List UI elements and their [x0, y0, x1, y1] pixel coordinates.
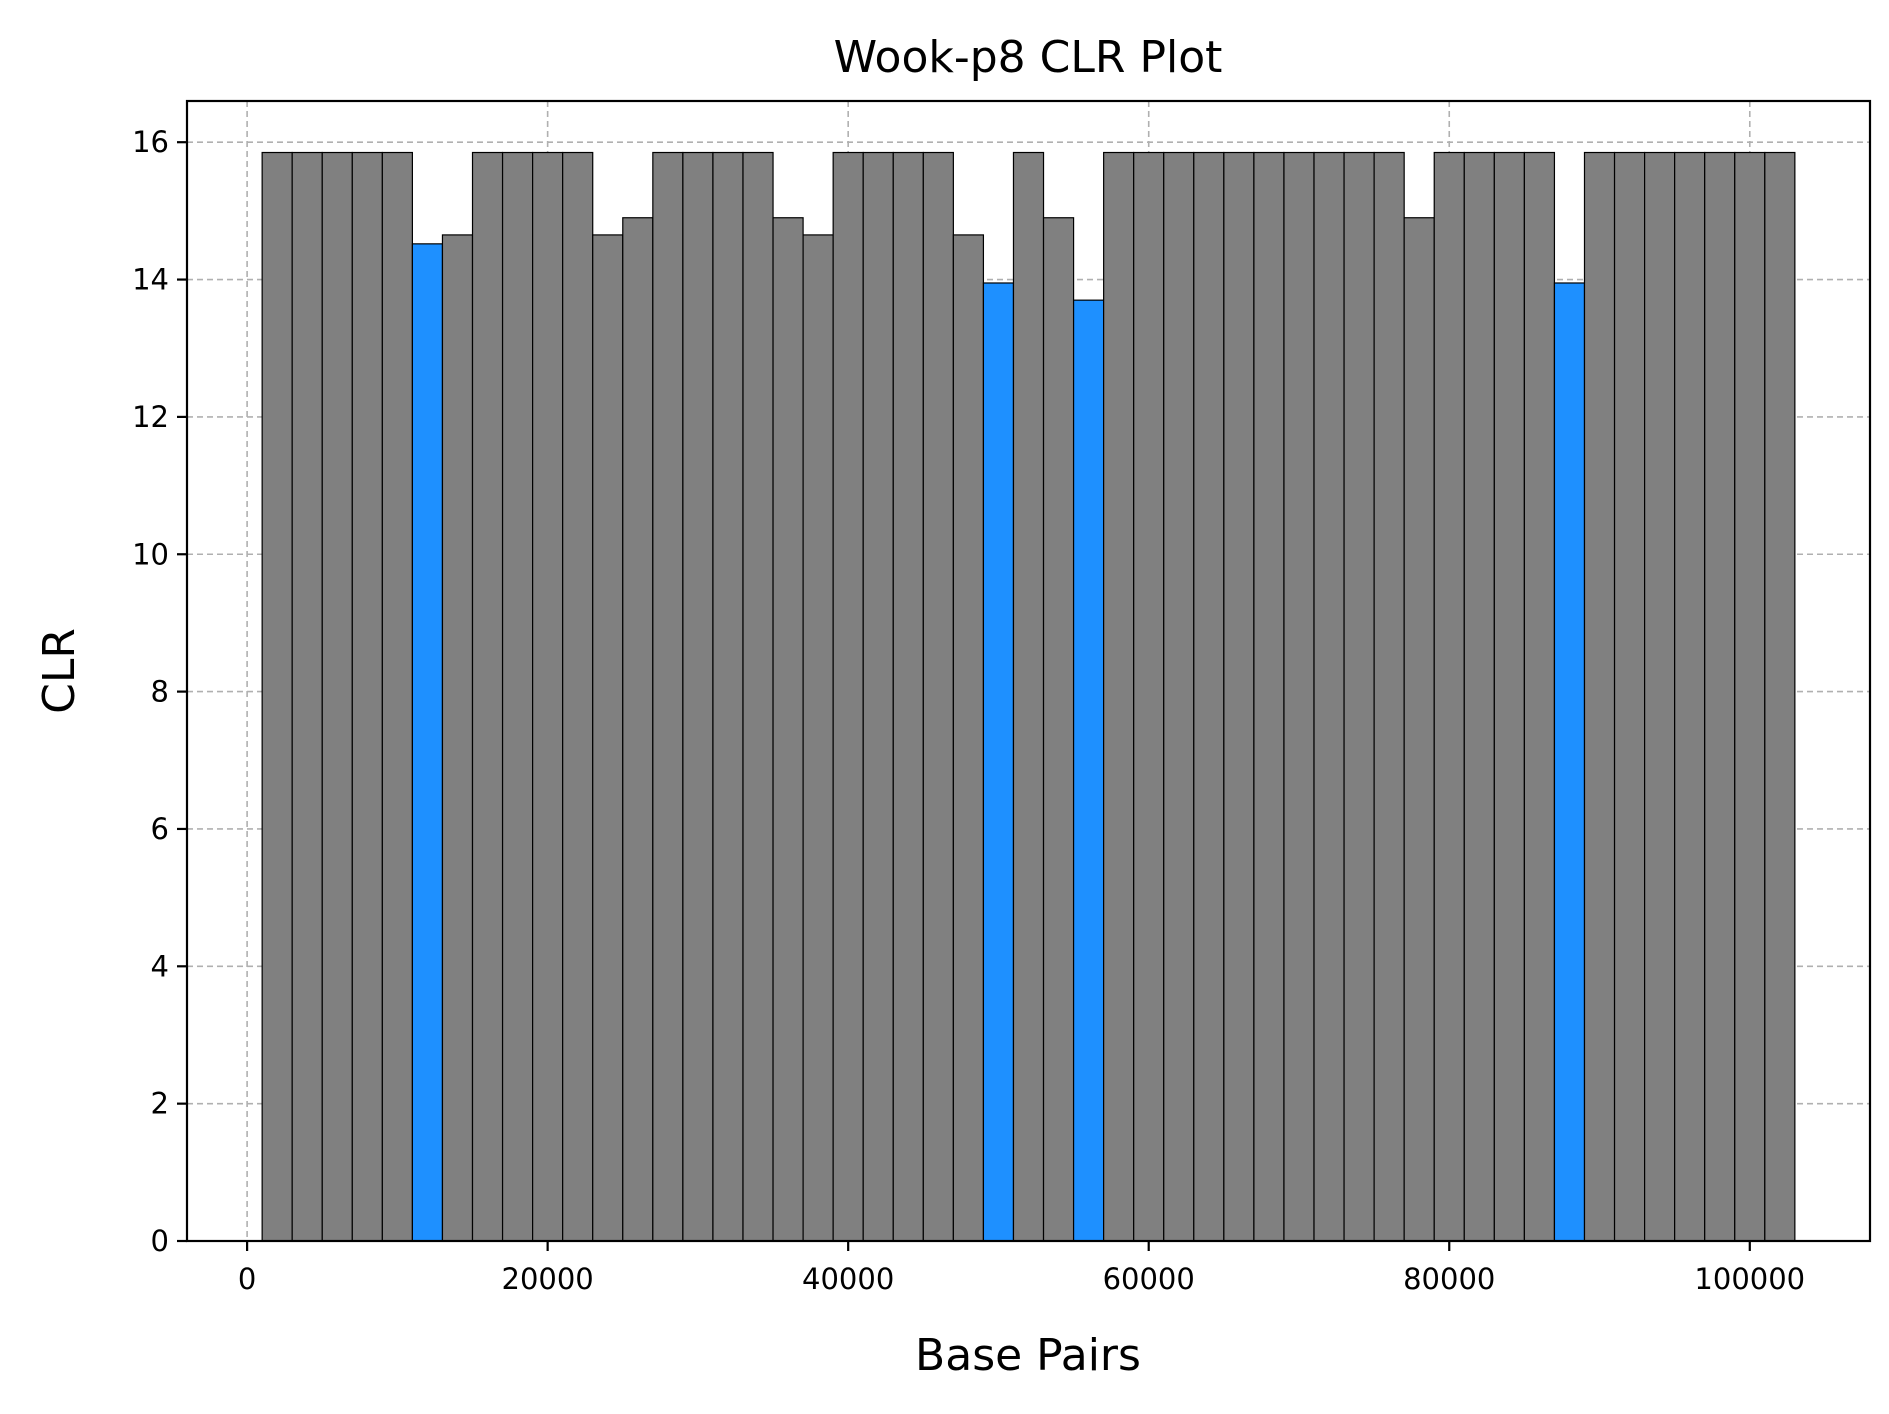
- bar-10: [562, 151, 594, 1242]
- y-tick-label-0: 0: [151, 1224, 169, 1258]
- bar-layer: [261, 151, 1796, 1242]
- tick-layer: 0 20000 40000 60000 80000 100000 0 2 4 6 8 10 12 14 16: [132, 125, 1805, 1296]
- bar-50: [1764, 151, 1796, 1242]
- bar-46: [1643, 151, 1676, 1242]
- bar-16: [742, 151, 774, 1242]
- bar-31: [1193, 151, 1225, 1242]
- y-tick-label-7: 14: [132, 263, 169, 297]
- x-tick-label-2: 40000: [802, 1262, 894, 1296]
- x-tick-label-5: 100000: [1694, 1262, 1805, 1296]
- bar-38: [1403, 217, 1435, 1242]
- y-tick-label-1: 2: [151, 1087, 169, 1121]
- axes-frame: [185, 99, 1872, 1243]
- bar-30: [1163, 151, 1195, 1242]
- bar-39: [1433, 151, 1465, 1242]
- bar-48: [1704, 151, 1736, 1242]
- bar-highlight-43: [1553, 282, 1586, 1242]
- bar-1: [291, 151, 323, 1242]
- bar-9: [532, 151, 564, 1242]
- y-axis-title: CLR: [34, 628, 85, 714]
- bar-0: [261, 151, 293, 1242]
- y-tick-label-3: 6: [151, 812, 169, 846]
- y-tick-label-4: 8: [151, 675, 169, 709]
- bar-18: [802, 234, 834, 1242]
- bar-3: [351, 151, 383, 1242]
- y-tick-label-6: 12: [132, 400, 169, 434]
- bar-49: [1734, 151, 1766, 1242]
- bar-12: [622, 217, 654, 1242]
- bar-47: [1674, 151, 1706, 1242]
- bar-45: [1613, 151, 1646, 1242]
- bar-33: [1253, 151, 1285, 1242]
- bar-19: [832, 151, 864, 1242]
- y-tick-label-2: 4: [151, 949, 169, 983]
- bar-26: [1042, 217, 1075, 1242]
- bar-29: [1133, 151, 1165, 1242]
- bar-4: [381, 151, 414, 1242]
- bar-2: [321, 151, 353, 1242]
- bar-6: [441, 234, 474, 1242]
- bar-32: [1223, 151, 1255, 1242]
- bar-21: [892, 151, 924, 1242]
- bar-34: [1283, 151, 1315, 1242]
- x-tick-label-4: 80000: [1403, 1262, 1495, 1296]
- bar-37: [1373, 151, 1405, 1242]
- bar-7: [471, 151, 504, 1242]
- y-tick-label-8: 16: [132, 125, 169, 159]
- bar-25: [1012, 151, 1045, 1242]
- bar-28: [1103, 151, 1135, 1242]
- bar-36: [1343, 151, 1375, 1242]
- bar-highlight-24: [982, 282, 1015, 1242]
- bar-highlight-27: [1072, 299, 1105, 1242]
- bar-40: [1463, 151, 1495, 1242]
- bar-22: [922, 151, 954, 1242]
- bar-20: [862, 151, 894, 1242]
- bar-highlight-5: [411, 243, 444, 1242]
- bar-13: [652, 151, 684, 1242]
- bar-8: [501, 151, 534, 1242]
- bar-23: [952, 234, 985, 1242]
- bar-15: [712, 151, 744, 1242]
- bar-41: [1493, 151, 1525, 1242]
- bar-35: [1313, 151, 1345, 1242]
- chart-title: Wook-p8 CLR Plot: [834, 32, 1223, 83]
- bar-17: [772, 217, 804, 1242]
- bar-42: [1523, 151, 1556, 1242]
- bar-11: [592, 234, 624, 1242]
- y-tick-label-5: 10: [132, 537, 169, 571]
- x-tick-label-1: 20000: [502, 1262, 594, 1296]
- bar-14: [682, 151, 714, 1242]
- x-tick-label-0: 0: [238, 1262, 256, 1296]
- x-tick-label-3: 60000: [1103, 1262, 1195, 1296]
- x-axis-title: Base Pairs: [915, 1330, 1141, 1381]
- bar-44: [1583, 151, 1616, 1242]
